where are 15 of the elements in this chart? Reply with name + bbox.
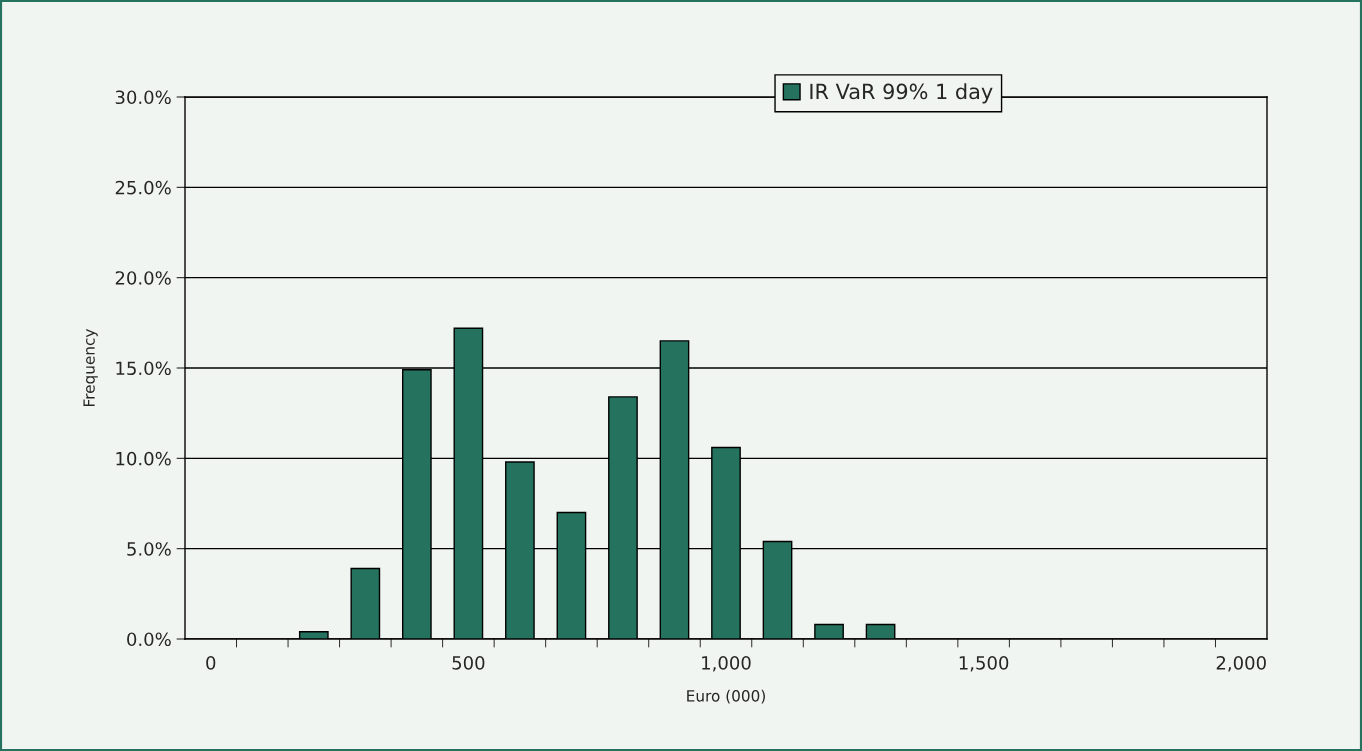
x-tick-label: 500 — [452, 655, 485, 670]
y-tick-label: 20.0% — [115, 271, 171, 285]
x-axis-title: Euro (000) — [687, 689, 765, 704]
y-tick-label: 25.0% — [115, 180, 171, 195]
y-tick-label: 15.0% — [116, 361, 171, 376]
x-tick-label: 1,500 — [959, 655, 1009, 672]
y-tick-label: 0.0% — [127, 632, 171, 647]
x-tick-label: 2,000 — [1216, 655, 1266, 672]
x-tick-label: 0 — [206, 655, 216, 670]
y-tick-label: 5.0% — [127, 542, 171, 556]
y-tick-label: 10.0% — [116, 451, 171, 466]
x-tick-label: 1,000 — [702, 655, 751, 672]
y-tick-label: 30.0% — [115, 90, 171, 105]
y-axis-title: Frequency — [83, 329, 98, 406]
legend-label: IR VaR 99% 1 day — [810, 83, 993, 104]
